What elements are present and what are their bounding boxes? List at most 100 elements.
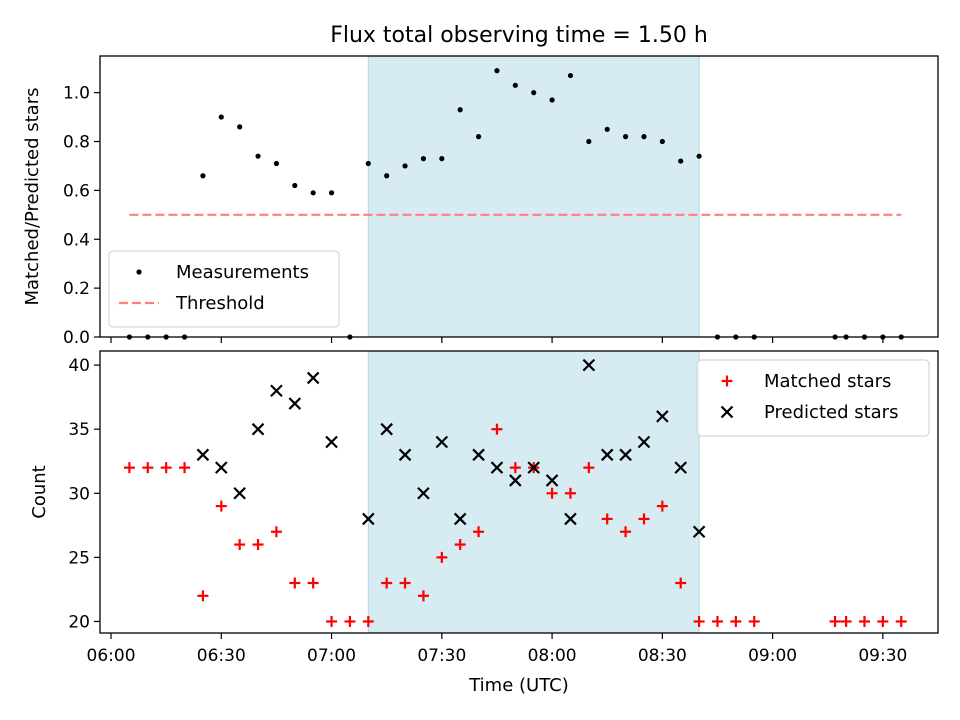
y-tick-label: 0.2 (63, 279, 90, 299)
measurement-point (218, 114, 224, 120)
matched-point (730, 615, 742, 627)
matched-point (748, 615, 760, 627)
predicted-point (325, 435, 338, 449)
predicted-point (288, 397, 302, 410)
measurement-point (365, 160, 371, 167)
matched-point (123, 462, 135, 474)
measurement-point (531, 90, 537, 96)
measurement-point (402, 163, 408, 169)
measurement-point (273, 160, 280, 167)
predicted-point (490, 461, 504, 474)
predicted-point (306, 371, 320, 385)
predicted-point (417, 487, 430, 500)
matched-point (344, 615, 356, 627)
ratio-plot-frame (99, 55, 939, 338)
measurement-point (678, 158, 684, 164)
matched-point (840, 615, 852, 627)
matched-point (638, 513, 650, 525)
x-tick-label: 06:00 (87, 646, 136, 666)
measurement-point (494, 68, 500, 74)
legend-predicted-icon (720, 405, 734, 419)
measurement-point (384, 173, 390, 179)
matched-point (675, 577, 687, 589)
y-tick-label: 40 (68, 356, 90, 376)
x-axis-label: Time (UTC) (468, 675, 569, 696)
predicted-point (527, 461, 540, 474)
predicted-point (637, 435, 651, 449)
matched-point (289, 577, 301, 589)
measurement-point (237, 124, 243, 130)
legend-box (696, 359, 930, 437)
ratio-panel: 0.0 0.2 0.4 0.6 0.8 1.0 Matched/Predicted sta… (22, 55, 939, 348)
predicted-point (564, 512, 577, 526)
ratio-axis-ticks: 0.0 0.2 0.4 0.6 0.8 1.0 (63, 56, 884, 348)
predicted-point (600, 448, 614, 462)
matched-point (829, 615, 841, 627)
matched-point (215, 500, 227, 512)
predicted-point (656, 410, 669, 423)
measurement-point (549, 97, 555, 103)
measurement-point (420, 156, 427, 162)
legend-label: Threshold (175, 293, 265, 314)
measurement-point (292, 182, 298, 189)
matched-point (142, 462, 154, 474)
measurement-point (641, 134, 647, 140)
matched-point (877, 615, 889, 627)
measurement-point (200, 173, 206, 179)
measurement-point (512, 82, 518, 88)
measurement-point (475, 134, 482, 140)
x-tick-label: 08:00 (528, 646, 577, 666)
predicted-point (270, 384, 283, 398)
matched-point (711, 615, 723, 627)
matched-point (362, 615, 374, 627)
x-tick-label: 08:30 (638, 646, 687, 666)
matched-point (564, 487, 576, 499)
matched-point (252, 539, 264, 551)
matched-point (858, 615, 870, 627)
matched-point (546, 487, 558, 499)
predicted-point (619, 448, 632, 462)
matched-point (656, 500, 668, 512)
predicted-point (472, 448, 485, 462)
x-tick-label: 07:30 (417, 646, 466, 666)
predicted-point (362, 512, 375, 526)
count-markers (123, 358, 907, 627)
predicted-point (674, 461, 687, 474)
matched-point (399, 577, 411, 589)
y-tick-label: 0.6 (63, 181, 90, 201)
legend-matched-icon (721, 375, 733, 387)
matched-point (693, 615, 705, 627)
measurement-point (586, 138, 592, 145)
matched-point (197, 590, 209, 602)
y-tick-label: 35 (68, 420, 90, 440)
matched-point (620, 526, 632, 538)
predicted-point (380, 422, 393, 436)
matched-point (491, 423, 503, 435)
predicted-point (453, 512, 467, 526)
matched-point (417, 590, 429, 602)
matched-point (270, 526, 282, 538)
legend-label: Measurements (176, 262, 309, 283)
predicted-point (435, 435, 449, 449)
measurement-point (604, 126, 610, 132)
matched-point (307, 577, 319, 589)
legend-label: Predicted stars (764, 402, 898, 423)
count-panel: 20 25 30 35 40 06:00 06:30 07:00 07:30 08:00 08:30… (29, 350, 939, 696)
y-tick-label: 25 (68, 548, 90, 568)
matched-point (583, 462, 595, 474)
matched-point (895, 615, 907, 627)
predicted-point (196, 448, 210, 462)
count-legend: Matched stars Predicted stars (696, 359, 930, 437)
measurement-point (622, 134, 629, 140)
x-tick-label: 09:00 (748, 646, 797, 666)
predicted-point (582, 358, 596, 372)
matched-point (234, 539, 246, 551)
predicted-point (509, 474, 522, 487)
count-highlight-span (368, 351, 700, 633)
figure-title: Flux total observing time = 1.50 h (330, 23, 708, 48)
measurement-point (659, 138, 665, 145)
legend-label: Matched stars (764, 371, 891, 392)
matched-point (454, 539, 466, 551)
ratio-y-axis-label: Matched/Predicted stars (22, 88, 43, 306)
